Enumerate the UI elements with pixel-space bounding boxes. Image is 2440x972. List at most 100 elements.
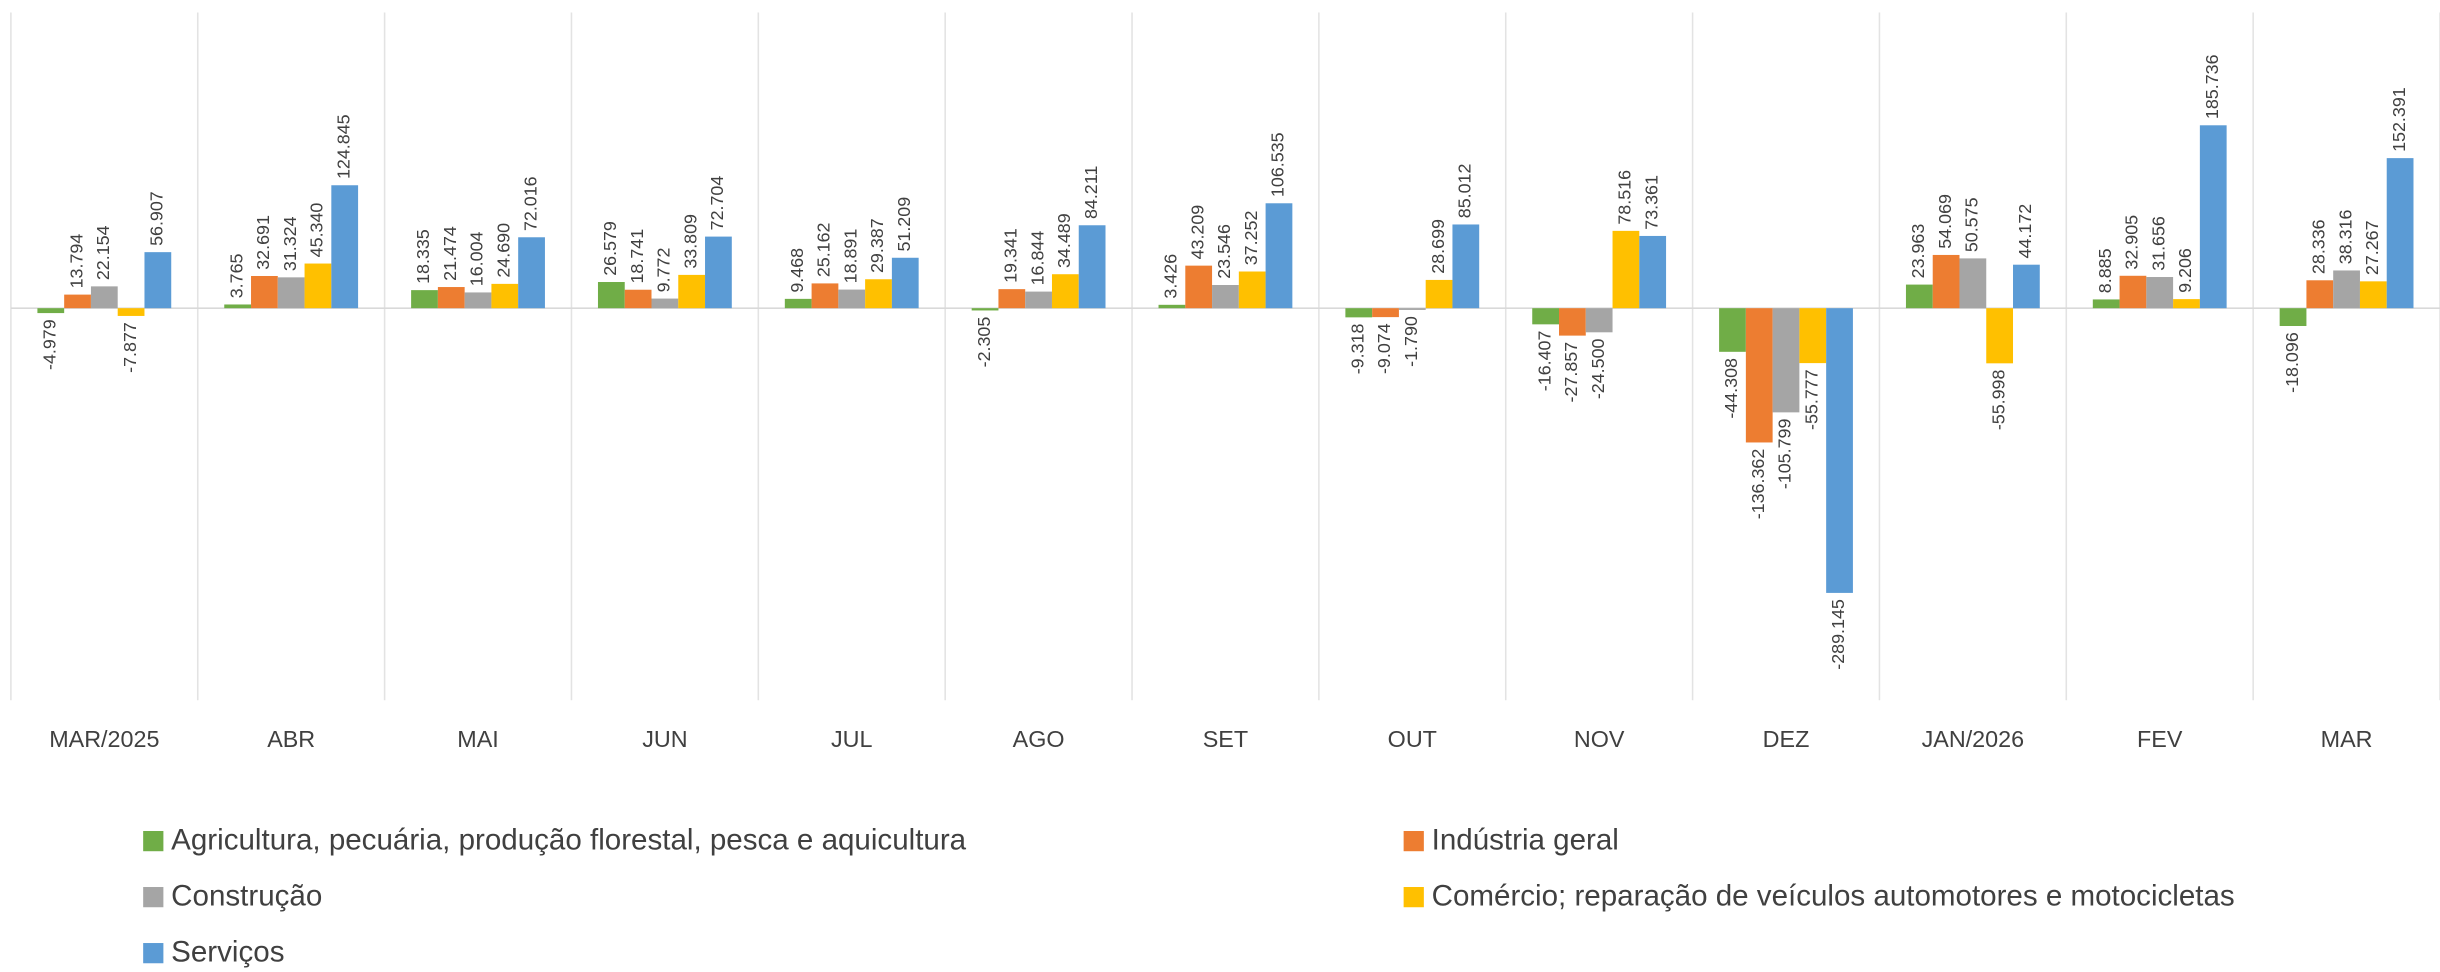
x-tick-label: MAR/2025 <box>49 726 159 752</box>
bar <box>1772 308 1800 413</box>
bar <box>2333 270 2360 309</box>
data-label: 31.656 <box>2148 216 2168 271</box>
data-label: 3.765 <box>226 253 246 298</box>
data-label: 51.209 <box>894 197 914 252</box>
data-label: -55.998 <box>1988 369 2008 430</box>
bar <box>1345 308 1373 318</box>
bar <box>1158 304 1186 309</box>
data-label: 9.468 <box>787 248 807 293</box>
data-label: 18.335 <box>413 229 433 284</box>
bar <box>2013 264 2040 309</box>
x-tick-label: SET <box>1203 726 1248 752</box>
legend-swatch <box>143 830 164 852</box>
data-label: 25.162 <box>814 222 834 277</box>
bar <box>64 294 91 309</box>
data-label: 73.361 <box>1641 175 1661 230</box>
data-label: 26.579 <box>600 221 620 276</box>
data-label: 24.690 <box>494 223 514 278</box>
bar <box>1238 271 1266 309</box>
data-label: -136.362 <box>1748 449 1768 520</box>
legend-label: Indústria geral <box>1432 824 1619 857</box>
bar <box>144 252 172 309</box>
x-tick-label: NOV <box>1574 726 1625 752</box>
bar <box>1025 291 1052 309</box>
data-label: 33.809 <box>680 214 700 269</box>
bar <box>2386 158 2414 309</box>
bar <box>2119 275 2147 309</box>
bar <box>597 282 625 309</box>
bar <box>2199 125 2227 309</box>
data-label: 56.907 <box>147 191 167 246</box>
bar <box>1452 224 1480 309</box>
bar <box>1612 230 1640 309</box>
data-label: 38.316 <box>2335 209 2355 264</box>
data-label: 78.516 <box>1615 170 1635 225</box>
data-label: 185.736 <box>2202 54 2222 119</box>
data-label: 37.252 <box>1241 211 1261 266</box>
data-label: 16.004 <box>467 231 487 286</box>
data-label: 45.340 <box>307 203 327 258</box>
bar <box>2146 277 2174 309</box>
bar <box>1986 308 2014 364</box>
bar <box>2306 280 2334 309</box>
bar <box>1932 254 1960 309</box>
bar <box>224 304 252 309</box>
data-label: -24.500 <box>1588 338 1608 399</box>
bar <box>90 286 118 309</box>
data-label: 3.426 <box>1161 254 1181 299</box>
bar <box>1719 308 1746 352</box>
bar <box>491 283 519 309</box>
bar <box>1051 274 1079 309</box>
legend-swatch <box>143 887 164 908</box>
data-label: 22.154 <box>93 225 113 280</box>
data-label: 29.387 <box>867 218 887 273</box>
data-label: -1.790 <box>1401 316 1421 367</box>
bar <box>2359 281 2387 309</box>
bar <box>971 308 999 311</box>
bar <box>1398 308 1426 310</box>
data-label: 43.209 <box>1187 205 1207 260</box>
data-label: 32.691 <box>253 215 273 270</box>
x-tick-label: OUT <box>1388 726 1437 752</box>
data-label: 28.336 <box>2309 219 2329 274</box>
data-label: 54.069 <box>1935 194 1955 249</box>
bar <box>464 292 492 309</box>
bar <box>811 283 839 309</box>
bar <box>2173 299 2200 309</box>
data-label: -44.308 <box>1721 358 1741 419</box>
data-label: -18.096 <box>2282 332 2302 393</box>
bar <box>117 308 145 316</box>
bar <box>651 298 679 309</box>
data-label: 106.535 <box>1268 132 1288 197</box>
bar <box>998 289 1026 309</box>
data-label: -9.074 <box>1374 323 1394 374</box>
bar <box>1826 308 1853 593</box>
data-label: 8.885 <box>2095 248 2115 293</box>
data-label: 50.575 <box>1962 197 1982 252</box>
data-label: 9.206 <box>2175 248 2195 293</box>
data-label: 34.489 <box>1054 213 1074 268</box>
bar <box>1959 258 1987 309</box>
data-label: -2.305 <box>974 317 994 368</box>
bar <box>678 274 706 309</box>
x-tick-label: JAN/2026 <box>1922 726 2024 752</box>
x-tick-label: AGO <box>1013 726 1065 752</box>
data-label: 21.474 <box>440 226 460 281</box>
data-label: 18.741 <box>627 229 647 284</box>
data-label: 23.963 <box>1908 224 1928 279</box>
bar <box>437 287 465 309</box>
data-label: 84.211 <box>1081 166 1101 219</box>
data-label: 27.267 <box>2362 220 2382 275</box>
data-label: -289.145 <box>1828 599 1848 670</box>
bar <box>1532 308 1560 325</box>
data-label: -16.407 <box>1534 331 1554 392</box>
bar <box>2092 299 2120 309</box>
x-tick-label: FEV <box>2137 726 2183 752</box>
data-label: 9.772 <box>654 248 674 293</box>
bar <box>1745 308 1773 443</box>
bar <box>251 275 278 309</box>
legend-label: Agricultura, pecuária, produção floresta… <box>171 824 967 857</box>
bar <box>518 237 545 309</box>
bar <box>865 279 892 309</box>
